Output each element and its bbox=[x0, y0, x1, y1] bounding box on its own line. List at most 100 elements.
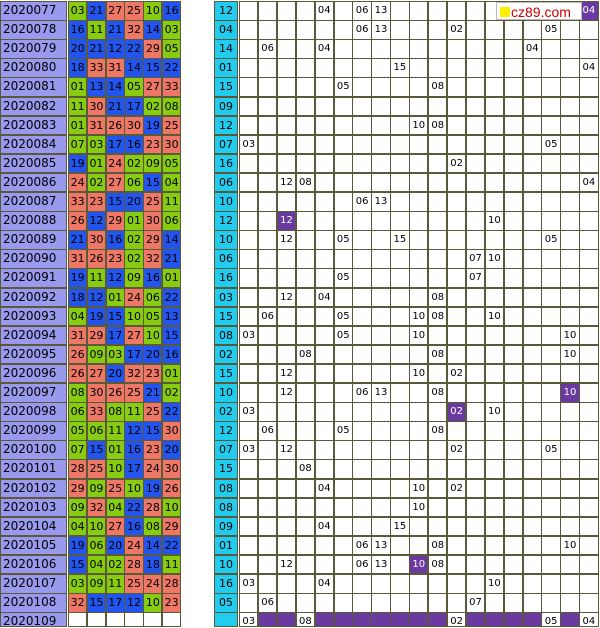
red-ball: 02 bbox=[124, 153, 144, 174]
issue-number: 2020081 bbox=[0, 77, 67, 97]
trend-cell bbox=[257, 77, 278, 97]
trend-cell bbox=[352, 77, 372, 97]
red-ball: 06 bbox=[86, 421, 107, 441]
trend-cell bbox=[522, 115, 542, 136]
trend-cell bbox=[484, 20, 505, 40]
trend-cell bbox=[295, 516, 316, 537]
trend-cell bbox=[239, 211, 259, 231]
issue-number: 2020092 bbox=[0, 287, 67, 308]
trend-cell bbox=[579, 153, 599, 174]
trend-cell bbox=[428, 39, 448, 59]
trend-hit: 06 bbox=[352, 20, 372, 40]
red-ball: 31 bbox=[68, 249, 88, 269]
trend-cell bbox=[314, 593, 334, 613]
trend-cell bbox=[428, 58, 448, 78]
red-ball: 17 bbox=[124, 96, 144, 117]
trend-cell bbox=[446, 134, 467, 155]
issue-number: 2020105 bbox=[0, 535, 67, 556]
red-ball: 27 bbox=[105, 172, 125, 193]
trend-cell bbox=[257, 192, 278, 212]
trend-cell bbox=[522, 593, 542, 613]
trend-cell bbox=[295, 421, 316, 441]
trend-hit: 08 bbox=[295, 612, 316, 627]
trend-cell bbox=[390, 574, 410, 594]
trend-cell bbox=[409, 20, 429, 40]
trend-cell bbox=[239, 230, 259, 250]
blue-ball: 04 bbox=[214, 20, 238, 40]
trend-cell bbox=[503, 593, 523, 613]
trend-cell bbox=[239, 77, 259, 97]
trend-cell bbox=[465, 363, 486, 384]
blue-ball: 06 bbox=[214, 172, 238, 193]
red-ball: 24 bbox=[124, 287, 144, 308]
trend-cell bbox=[503, 58, 523, 78]
trend-hit: 10 bbox=[409, 478, 429, 499]
trend-cell bbox=[314, 402, 334, 422]
red-ball: 08 bbox=[143, 516, 163, 537]
trend-cell bbox=[239, 344, 259, 365]
blue-ball: 15 bbox=[214, 77, 238, 97]
trend-cell bbox=[465, 230, 486, 250]
red-ball-empty bbox=[105, 612, 125, 627]
issue-number: 2020103 bbox=[0, 497, 67, 518]
trend-cell bbox=[409, 77, 429, 97]
trend-cell bbox=[352, 249, 372, 269]
trend-cell bbox=[503, 478, 523, 499]
trend-cell bbox=[522, 383, 542, 403]
trend-hit: 05 bbox=[541, 612, 561, 627]
trend-cell bbox=[333, 363, 353, 384]
trend-cell bbox=[409, 516, 429, 537]
red-ball: 08 bbox=[68, 383, 88, 403]
trend-cell bbox=[446, 383, 467, 403]
trend-cell bbox=[522, 287, 542, 308]
trend-cell bbox=[541, 96, 561, 117]
trend-cell bbox=[239, 153, 259, 174]
red-ball: 25 bbox=[86, 459, 107, 479]
trend-cell bbox=[560, 516, 580, 537]
trend-cell bbox=[446, 325, 467, 346]
trend-hit: 10 bbox=[409, 325, 429, 346]
trend-hit: 10 bbox=[560, 535, 580, 556]
red-ball: 22 bbox=[162, 402, 182, 422]
trend-cell bbox=[257, 249, 278, 269]
trend-hit: 05 bbox=[333, 77, 353, 97]
trend-cell bbox=[390, 383, 410, 403]
trend-cell bbox=[484, 268, 505, 288]
red-ball: 33 bbox=[68, 192, 88, 212]
issue-number: 2020086 bbox=[0, 172, 67, 193]
trend-cell bbox=[579, 287, 599, 308]
trend-cell bbox=[257, 535, 278, 556]
trend-mark bbox=[503, 612, 523, 627]
trend-hit: 06 bbox=[352, 554, 372, 575]
trend-cell bbox=[257, 115, 278, 136]
trend-cell bbox=[390, 402, 410, 422]
trend-cell bbox=[314, 306, 334, 327]
red-ball: 01 bbox=[162, 268, 182, 288]
trend-cell bbox=[314, 383, 334, 403]
trend-mark bbox=[371, 612, 391, 627]
site-logo[interactable]: cz89.com bbox=[496, 2, 582, 20]
trend-cell bbox=[503, 516, 523, 537]
red-ball: 03 bbox=[68, 1, 88, 21]
red-ball: 28 bbox=[68, 459, 88, 479]
trend-hit: 10 bbox=[409, 115, 429, 136]
trend-hit: 06 bbox=[257, 39, 278, 59]
trend-cell bbox=[503, 459, 523, 479]
trend-cell bbox=[371, 574, 391, 594]
trend-cell bbox=[522, 249, 542, 269]
red-ball: 25 bbox=[162, 115, 182, 136]
trend-hit: 12 bbox=[276, 230, 297, 250]
red-ball: 17 bbox=[105, 593, 125, 613]
trend-cell bbox=[390, 172, 410, 193]
trend-mark bbox=[560, 612, 580, 627]
trend-cell bbox=[579, 574, 599, 594]
trend-cell bbox=[352, 153, 372, 174]
trend-cell bbox=[579, 497, 599, 518]
trend-cell bbox=[503, 115, 523, 136]
blue-ball: 09 bbox=[214, 516, 238, 537]
trend-cell bbox=[371, 402, 391, 422]
trend-cell bbox=[579, 20, 599, 40]
issue-number: 2020083 bbox=[0, 115, 67, 136]
trend-cell bbox=[503, 39, 523, 59]
